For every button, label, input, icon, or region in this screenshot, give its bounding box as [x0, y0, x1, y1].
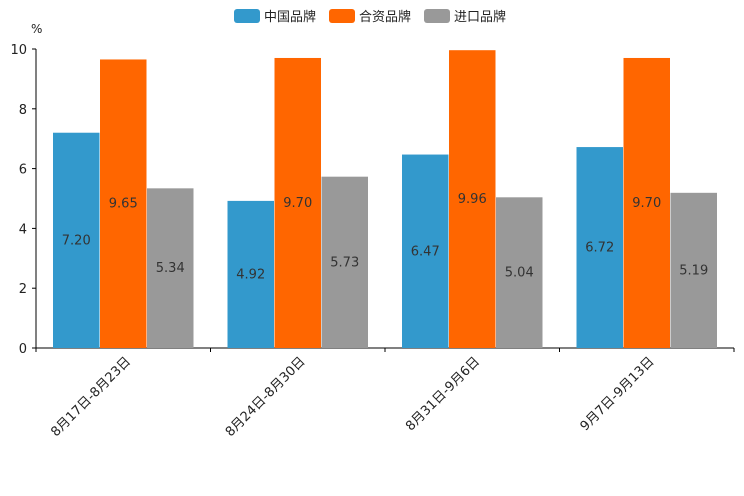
bar — [53, 132, 100, 348]
bar — [402, 154, 449, 348]
data-label: 5.04 — [505, 266, 534, 281]
y-tick-label: 6 — [19, 163, 27, 178]
legend-label-joint-venture: 合资品牌 — [359, 10, 412, 25]
data-label: 6.72 — [585, 241, 614, 256]
x-category-label: 8月24日-8月30日 — [223, 354, 309, 440]
bar — [100, 59, 147, 349]
data-label: 5.19 — [679, 263, 708, 278]
y-axis-unit: % — [31, 22, 43, 36]
bar — [147, 188, 194, 348]
y-tick-label: 0 — [19, 342, 27, 357]
bar — [227, 200, 274, 348]
data-label: 9.70 — [632, 196, 661, 211]
bar — [274, 57, 321, 348]
y-tick-label: 10 — [10, 43, 27, 58]
data-label: 9.96 — [458, 192, 487, 207]
legend-swatch-joint-venture — [329, 8, 355, 23]
legend-item-joint-venture[interactable]: 合资品牌 — [329, 6, 411, 25]
data-label: 4.92 — [236, 267, 265, 282]
bar — [670, 192, 717, 348]
data-label: 5.73 — [330, 255, 359, 270]
y-tick-label: 4 — [19, 222, 27, 237]
x-category-label: 8月31日-9月6日 — [403, 354, 483, 434]
bar — [321, 176, 368, 348]
legend-label-imported: 进口品牌 — [454, 10, 507, 25]
legend-item-imported[interactable]: 进口品牌 — [424, 6, 506, 25]
data-label: 5.34 — [156, 261, 185, 276]
legend-swatch-china — [234, 8, 260, 23]
legend: 中国品牌 合资品牌 进口品牌 — [0, 6, 744, 26]
y-tick-label: 8 — [19, 103, 27, 118]
legend-item-china[interactable]: 中国品牌 — [234, 6, 316, 25]
bar — [496, 197, 543, 348]
x-category-label: 9月7日-9月13日 — [578, 354, 658, 434]
bar — [576, 147, 623, 348]
x-category-label: 8月17日-8月23日 — [48, 354, 134, 440]
data-label: 9.70 — [283, 196, 312, 211]
data-label: 9.65 — [109, 197, 138, 212]
legend-swatch-imported — [424, 8, 450, 23]
data-label: 7.20 — [62, 233, 91, 248]
y-tick-label: 2 — [19, 282, 27, 297]
bar — [623, 57, 670, 348]
legend-label-china: 中国品牌 — [264, 10, 317, 25]
data-label: 6.47 — [411, 244, 440, 259]
bar — [449, 50, 496, 349]
